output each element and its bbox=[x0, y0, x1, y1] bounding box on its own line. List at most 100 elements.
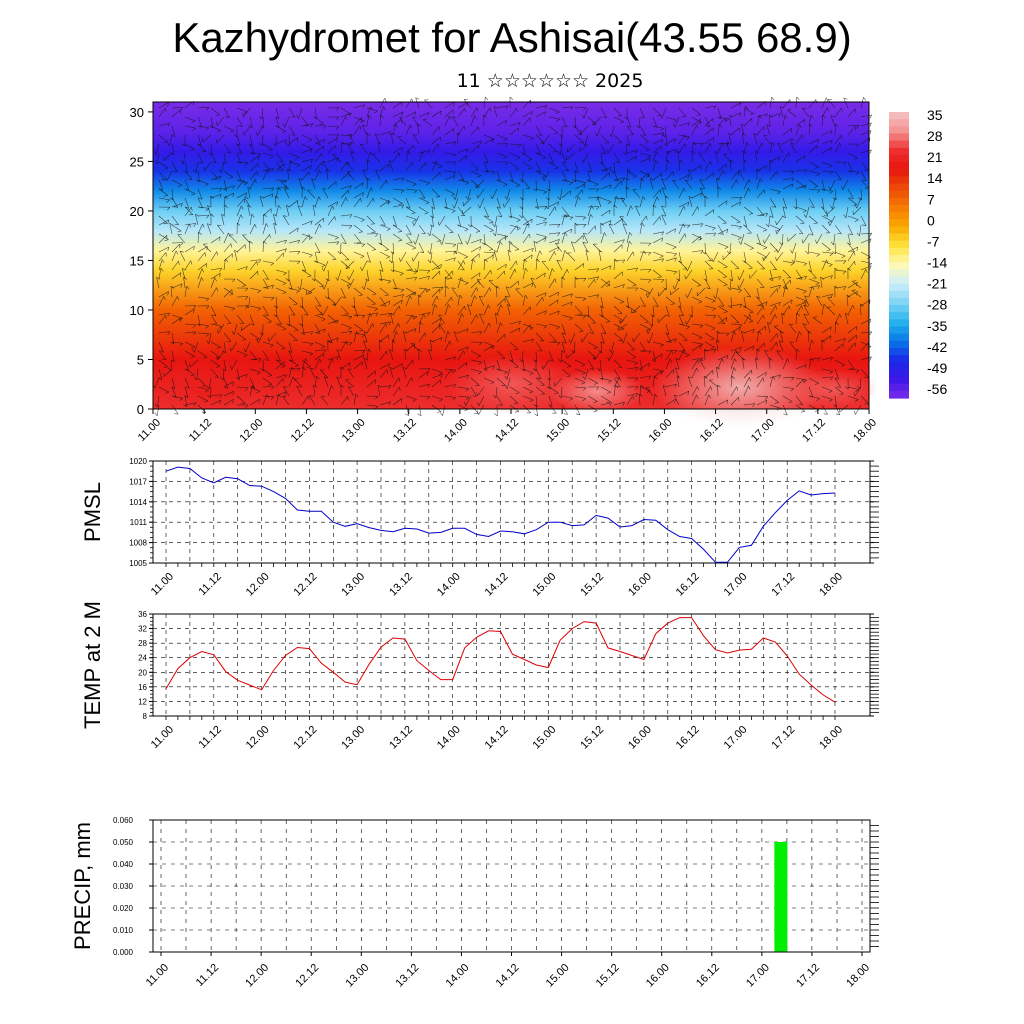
wind-barb-feather bbox=[739, 324, 743, 328]
colorbar-label: -56 bbox=[927, 381, 947, 397]
wind-barb bbox=[795, 312, 798, 325]
wind-barb bbox=[207, 223, 212, 235]
colorbar-segment bbox=[889, 112, 909, 120]
wind-barb bbox=[314, 217, 324, 226]
wind-barb bbox=[639, 362, 650, 370]
wind-barb-feather bbox=[749, 248, 754, 250]
wind-barb-feather bbox=[620, 121, 625, 124]
wind-barb bbox=[158, 368, 163, 380]
wind-barb-feather bbox=[545, 197, 550, 201]
wind-barb-feather bbox=[417, 294, 422, 298]
wind-barb-feather bbox=[229, 347, 232, 352]
wind-barb-feather bbox=[493, 106, 498, 109]
wind-barb-feather bbox=[645, 149, 650, 152]
wind-barb bbox=[756, 233, 761, 245]
y-tick-label: 5 bbox=[137, 352, 144, 367]
wind-barb-feather bbox=[674, 149, 677, 154]
wind-barb-feather bbox=[514, 366, 519, 368]
wind-barb-feather bbox=[684, 275, 687, 280]
wind-barb bbox=[509, 225, 518, 235]
wind-barb-feather bbox=[519, 197, 524, 201]
wind-barb bbox=[314, 323, 321, 334]
wind-barb bbox=[769, 206, 774, 218]
wind-barb-feather bbox=[796, 348, 800, 353]
wind-barb-feather bbox=[453, 384, 456, 389]
wind-barb bbox=[158, 134, 168, 143]
wind-barb-feather bbox=[743, 159, 748, 163]
wind-barb bbox=[366, 305, 378, 309]
wind-barb bbox=[249, 350, 257, 360]
wind-barb-feather bbox=[766, 124, 771, 127]
wind-barb bbox=[457, 306, 465, 316]
wind-barb-feather bbox=[776, 350, 781, 352]
wind-barb-feather bbox=[277, 323, 282, 325]
wind-barb bbox=[685, 180, 693, 190]
wind-barb bbox=[184, 206, 192, 217]
wind-barb bbox=[327, 125, 340, 128]
wind-barb-feather bbox=[593, 355, 595, 360]
wind-barb-feather bbox=[505, 105, 509, 110]
wind-barb bbox=[275, 163, 285, 172]
wind-barb-feather bbox=[830, 147, 832, 152]
wind-barb bbox=[353, 287, 363, 296]
wind-barb bbox=[340, 142, 343, 154]
wind-barb-feather bbox=[222, 188, 227, 191]
wind-barb bbox=[327, 385, 332, 397]
wind-barb bbox=[171, 188, 174, 200]
wind-barb bbox=[157, 152, 160, 164]
wind-barb-feather bbox=[327, 339, 331, 343]
wind-barb bbox=[561, 170, 567, 182]
wind-barb bbox=[652, 107, 662, 116]
wind-barb bbox=[496, 368, 508, 373]
wind-barb bbox=[722, 251, 732, 260]
wind-barb bbox=[665, 160, 668, 172]
wind-barb bbox=[417, 294, 420, 307]
wind-barb bbox=[366, 312, 378, 316]
wind-barb bbox=[808, 269, 817, 279]
wind-barb bbox=[767, 322, 771, 334]
wind-barb bbox=[678, 143, 686, 154]
wind-barb bbox=[782, 177, 794, 181]
wind-barb bbox=[366, 115, 370, 127]
x-tick-label: 13.12 bbox=[387, 571, 415, 599]
wind-barb bbox=[691, 118, 701, 127]
wind-barb-feather bbox=[574, 276, 579, 280]
wind-barb-feather bbox=[180, 107, 184, 111]
wind-barb-feather bbox=[752, 345, 755, 350]
wind-barb bbox=[223, 205, 226, 217]
wind-barb-feather bbox=[278, 205, 282, 209]
wind-barb bbox=[348, 278, 355, 289]
x-tick-label: 12.00 bbox=[244, 571, 272, 599]
wind-barb-feather bbox=[167, 122, 170, 127]
wind-barb bbox=[522, 111, 533, 118]
wind-barb-feather bbox=[817, 285, 820, 290]
wind-barb-feather bbox=[310, 331, 314, 336]
wind-barb-feather bbox=[669, 358, 673, 363]
wind-barb-feather bbox=[504, 385, 508, 389]
temp2m-series-line bbox=[165, 617, 836, 703]
wind-barb-feather bbox=[163, 195, 168, 197]
wind-barb-feather bbox=[266, 394, 269, 399]
wind-barb bbox=[418, 288, 427, 298]
wind-barb-feather bbox=[764, 350, 769, 352]
wind-barb bbox=[639, 384, 642, 397]
wind-barb bbox=[600, 161, 608, 172]
wind-barb bbox=[223, 125, 235, 131]
wind-barb bbox=[611, 341, 615, 353]
wind-barb bbox=[639, 134, 649, 143]
wind-barb bbox=[769, 276, 781, 280]
wind-barb-feather bbox=[418, 348, 422, 352]
wind-barb-feather bbox=[839, 142, 842, 147]
wind-barb-feather bbox=[728, 305, 732, 309]
wind-barb bbox=[197, 170, 200, 182]
wind-barb bbox=[158, 259, 163, 271]
wind-barb bbox=[633, 332, 641, 342]
wind-barb bbox=[515, 288, 524, 298]
wind-barb bbox=[587, 179, 599, 185]
wind-barb-feather bbox=[244, 387, 249, 391]
wind-barb-feather bbox=[505, 143, 509, 147]
wind-barb bbox=[782, 278, 788, 290]
wind-barb bbox=[782, 138, 793, 145]
wind-barb-feather bbox=[524, 258, 528, 263]
wind-barb-feather bbox=[684, 143, 687, 148]
